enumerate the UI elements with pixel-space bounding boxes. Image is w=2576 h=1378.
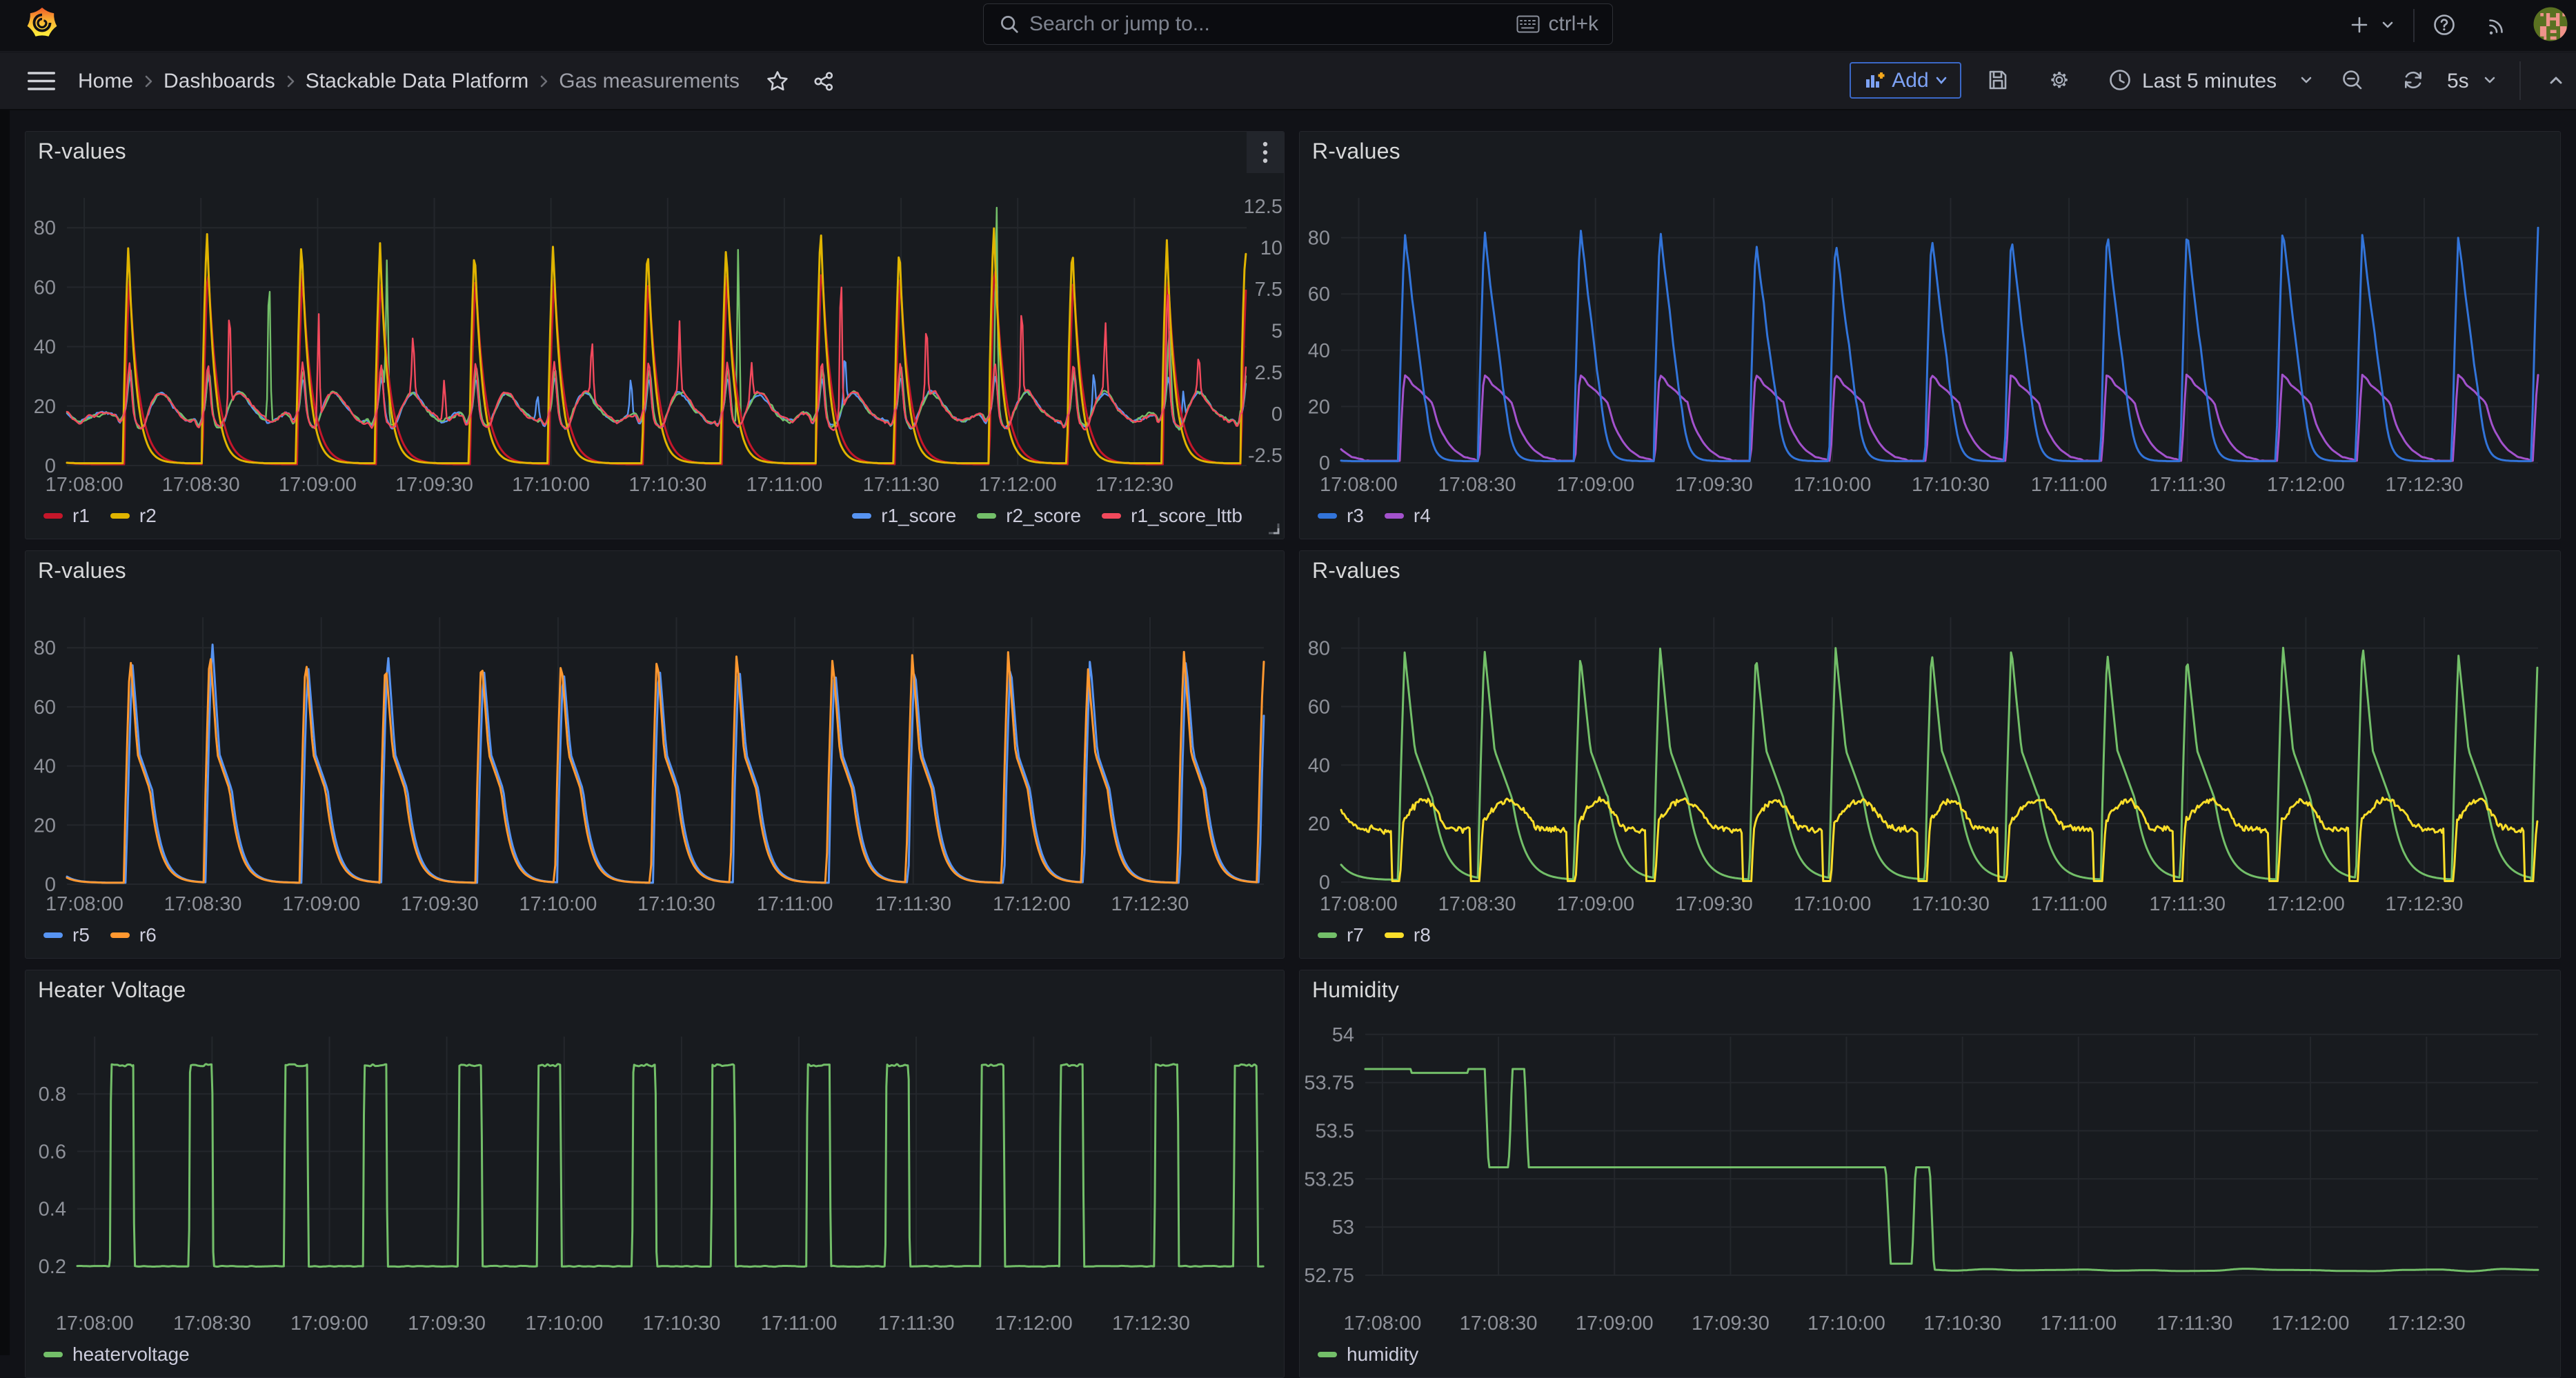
svg-text:-2.5: -2.5 <box>1248 445 1282 467</box>
svg-text:80: 80 <box>34 217 56 239</box>
svg-text:17:08:30: 17:08:30 <box>164 893 242 915</box>
svg-text:17:09:00: 17:09:00 <box>290 1312 368 1335</box>
svg-text:17:12:00: 17:12:00 <box>2267 893 2345 915</box>
svg-text:17:12:00: 17:12:00 <box>979 474 1057 496</box>
svg-text:17:12:30: 17:12:30 <box>1111 893 1189 915</box>
svg-text:17:12:30: 17:12:30 <box>1112 1312 1190 1335</box>
svg-text:80: 80 <box>1308 228 1330 250</box>
svg-text:17:08:30: 17:08:30 <box>1438 893 1516 915</box>
svg-text:17:11:30: 17:11:30 <box>878 1312 955 1335</box>
svg-text:17:10:30: 17:10:30 <box>628 474 706 496</box>
svg-text:17:12:00: 17:12:00 <box>993 893 1071 915</box>
svg-text:17:09:30: 17:09:30 <box>1675 893 1753 915</box>
svg-text:17:10:00: 17:10:00 <box>1793 893 1871 915</box>
svg-text:17:08:30: 17:08:30 <box>173 1312 251 1335</box>
svg-text:20: 20 <box>34 396 56 418</box>
svg-text:17:10:30: 17:10:30 <box>642 1312 720 1335</box>
svg-text:80: 80 <box>34 637 56 659</box>
svg-text:53.5: 53.5 <box>1316 1121 1354 1143</box>
svg-text:17:11:00: 17:11:00 <box>757 893 833 915</box>
svg-text:0: 0 <box>1319 452 1330 475</box>
svg-text:17:12:30: 17:12:30 <box>2388 1312 2466 1335</box>
svg-text:17:11:00: 17:11:00 <box>761 1312 838 1335</box>
svg-text:20: 20 <box>34 815 56 837</box>
svg-text:12.5: 12.5 <box>1244 196 1282 218</box>
svg-text:17:11:00: 17:11:00 <box>2031 474 2108 496</box>
svg-text:0: 0 <box>1271 403 1282 426</box>
svg-text:54: 54 <box>1332 1024 1354 1046</box>
svg-text:17:12:00: 17:12:00 <box>2267 474 2345 496</box>
svg-text:17:12:00: 17:12:00 <box>2272 1312 2350 1335</box>
svg-text:17:10:30: 17:10:30 <box>1912 893 1990 915</box>
svg-text:40: 40 <box>1308 755 1330 777</box>
svg-text:17:11:00: 17:11:00 <box>2031 893 2108 915</box>
svg-text:17:10:00: 17:10:00 <box>525 1312 603 1335</box>
svg-text:52.75: 52.75 <box>1304 1265 1354 1287</box>
svg-text:17:08:00: 17:08:00 <box>56 1312 134 1335</box>
svg-text:0: 0 <box>1319 872 1330 894</box>
svg-text:17:10:00: 17:10:00 <box>519 893 597 915</box>
svg-text:17:11:30: 17:11:30 <box>863 474 940 496</box>
svg-text:17:12:00: 17:12:00 <box>995 1312 1073 1335</box>
svg-text:40: 40 <box>34 756 56 778</box>
svg-text:17:11:30: 17:11:30 <box>2157 1312 2233 1335</box>
svg-text:17:08:00: 17:08:00 <box>46 893 123 915</box>
svg-text:0: 0 <box>45 874 56 896</box>
svg-text:20: 20 <box>1308 813 1330 835</box>
svg-text:60: 60 <box>1308 283 1330 306</box>
svg-text:17:08:30: 17:08:30 <box>1438 474 1516 496</box>
svg-text:40: 40 <box>1308 340 1330 362</box>
svg-text:60: 60 <box>1308 697 1330 719</box>
svg-text:60: 60 <box>34 697 56 719</box>
svg-text:17:09:00: 17:09:00 <box>282 893 360 915</box>
svg-text:17:09:00: 17:09:00 <box>1556 474 1634 496</box>
svg-text:17:08:00: 17:08:00 <box>1320 474 1398 496</box>
svg-text:40: 40 <box>34 337 56 359</box>
svg-text:17:08:30: 17:08:30 <box>162 474 240 496</box>
svg-text:5: 5 <box>1271 321 1282 343</box>
svg-text:10: 10 <box>1260 237 1282 259</box>
svg-text:7.5: 7.5 <box>1255 279 1282 301</box>
svg-text:17:11:00: 17:11:00 <box>746 474 823 496</box>
svg-text:60: 60 <box>34 277 56 299</box>
svg-text:17:08:00: 17:08:00 <box>46 474 123 496</box>
svg-text:0.8: 0.8 <box>39 1084 66 1106</box>
svg-text:17:10:00: 17:10:00 <box>1807 1312 1885 1335</box>
svg-text:17:08:00: 17:08:00 <box>1343 1312 1421 1335</box>
svg-text:17:09:00: 17:09:00 <box>1556 893 1634 915</box>
svg-text:17:11:30: 17:11:30 <box>875 893 951 915</box>
svg-text:17:12:30: 17:12:30 <box>1096 474 1173 496</box>
svg-text:17:09:30: 17:09:30 <box>1675 474 1753 496</box>
svg-text:0: 0 <box>45 455 56 477</box>
svg-text:17:10:30: 17:10:30 <box>1923 1312 2001 1335</box>
svg-text:17:09:30: 17:09:30 <box>395 474 473 496</box>
svg-text:0.4: 0.4 <box>39 1199 66 1221</box>
svg-text:0.6: 0.6 <box>39 1141 66 1163</box>
svg-text:17:09:30: 17:09:30 <box>401 893 479 915</box>
svg-text:53.25: 53.25 <box>1304 1168 1354 1190</box>
svg-text:53: 53 <box>1332 1217 1354 1239</box>
svg-text:17:10:30: 17:10:30 <box>1912 474 1990 496</box>
svg-text:2.5: 2.5 <box>1255 362 1282 384</box>
svg-text:17:09:30: 17:09:30 <box>408 1312 486 1335</box>
svg-text:20: 20 <box>1308 396 1330 418</box>
svg-text:17:12:30: 17:12:30 <box>2386 474 2464 496</box>
svg-text:17:11:00: 17:11:00 <box>2040 1312 2117 1335</box>
svg-text:17:08:30: 17:08:30 <box>1460 1312 1538 1335</box>
svg-text:17:09:00: 17:09:00 <box>279 474 357 496</box>
svg-text:0.2: 0.2 <box>39 1256 66 1278</box>
svg-text:17:10:30: 17:10:30 <box>637 893 715 915</box>
svg-text:53.75: 53.75 <box>1304 1072 1354 1095</box>
svg-text:17:11:30: 17:11:30 <box>2149 474 2226 496</box>
svg-text:17:12:30: 17:12:30 <box>2386 893 2464 915</box>
svg-text:17:09:00: 17:09:00 <box>1576 1312 1654 1335</box>
svg-text:17:11:30: 17:11:30 <box>2149 893 2226 915</box>
svg-text:17:09:30: 17:09:30 <box>1692 1312 1770 1335</box>
svg-text:17:08:00: 17:08:00 <box>1320 893 1398 915</box>
svg-text:17:10:00: 17:10:00 <box>1793 474 1871 496</box>
svg-text:17:10:00: 17:10:00 <box>512 474 590 496</box>
svg-text:80: 80 <box>1308 638 1330 660</box>
